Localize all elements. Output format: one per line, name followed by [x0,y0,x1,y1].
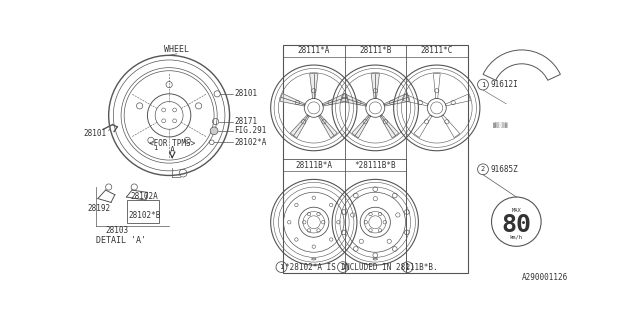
Text: MAX: MAX [511,208,521,213]
Text: 2: 2 [406,264,410,270]
Text: DETAIL 'A': DETAIL 'A' [95,236,145,245]
Text: 28111*B: 28111*B [359,46,392,55]
Polygon shape [352,115,371,138]
Text: 28102A: 28102A [131,192,158,201]
Text: 28111*C: 28111*C [420,46,453,55]
Circle shape [210,127,218,135]
Text: 91685Z: 91685Z [491,165,518,174]
Polygon shape [291,115,309,138]
Text: 80: 80 [501,213,531,237]
Text: 28192: 28192 [88,204,111,213]
Text: A: A [170,146,175,155]
Polygon shape [323,93,348,106]
Text: 28111*A: 28111*A [298,46,330,55]
Text: *28111B*B: *28111B*B [355,161,396,170]
Text: *28102*A IS INCLUDED IN 28111B*B.: *28102*A IS INCLUDED IN 28111B*B. [285,263,438,272]
Text: 1: 1 [481,82,485,88]
Text: 28102*A: 28102*A [234,138,267,147]
Bar [127,200,159,223]
Text: 28171: 28171 [234,117,257,126]
Text: km/h: km/h [510,235,523,240]
Text: <FOR TPMS>: <FOR TPMS> [149,139,195,148]
Text: 28111B*A: 28111B*A [295,161,332,170]
Text: 2: 2 [481,166,485,172]
Text: FIG.291: FIG.291 [234,126,267,135]
Text: WHEEL: WHEEL [164,45,189,54]
Polygon shape [380,115,399,138]
Text: ▓▒░▒▓: ▓▒░▒▓ [493,123,508,128]
Polygon shape [280,93,305,106]
Text: 28101: 28101 [84,129,107,138]
Text: 28102*B: 28102*B [129,211,161,220]
Text: 28103: 28103 [106,227,129,236]
Polygon shape [371,74,380,99]
Bar [283,44,467,273]
Text: 28101: 28101 [234,89,257,98]
Text: 1: 1 [154,145,158,151]
Polygon shape [310,74,318,99]
Polygon shape [341,93,367,106]
Polygon shape [319,115,337,138]
Text: A290001126: A290001126 [522,273,568,282]
Text: 1: 1 [279,264,284,270]
Polygon shape [384,93,409,106]
Text: 91612I: 91612I [491,80,518,89]
Text: 1: 1 [341,264,345,270]
